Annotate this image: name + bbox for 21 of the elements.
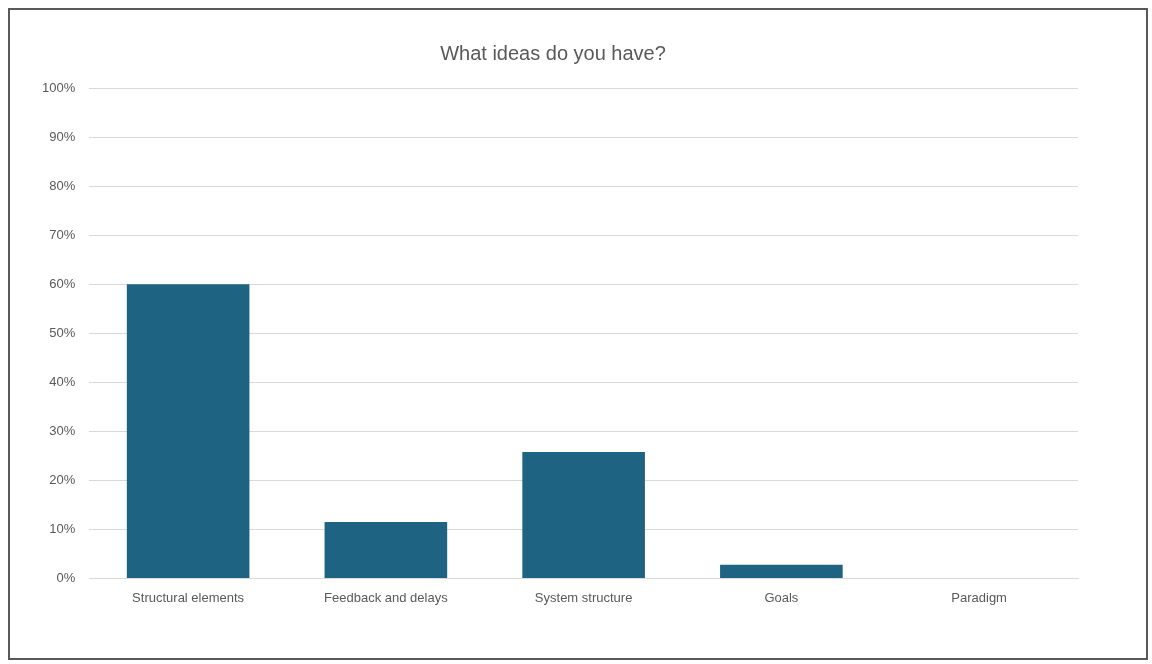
- y-tick-label: 0%: [56, 569, 76, 585]
- x-tick-label: Structural elements: [132, 589, 245, 605]
- bar: [720, 564, 843, 578]
- x-tick-label: Paradigm: [951, 589, 1007, 605]
- y-tick-label: 60%: [49, 275, 76, 291]
- y-tick-label: 20%: [49, 471, 76, 487]
- y-tick-label: 70%: [49, 226, 76, 242]
- x-tick-label: System structure: [534, 589, 633, 605]
- y-tick-label: 10%: [49, 520, 76, 536]
- bar: [126, 284, 250, 578]
- y-tick-label: 80%: [49, 177, 76, 193]
- y-tick-label: 100%: [42, 79, 76, 95]
- x-tick-label: Feedback and delays: [324, 589, 449, 605]
- x-tick-label: Goals: [764, 589, 799, 605]
- chart-title: What ideas do you have?: [440, 41, 666, 64]
- bar: [522, 451, 645, 578]
- y-tick-label: 40%: [49, 373, 76, 389]
- bar: [324, 522, 448, 578]
- y-tick-label: 90%: [49, 128, 76, 144]
- y-tick-label: 50%: [49, 324, 76, 340]
- y-tick-label: 30%: [49, 422, 76, 438]
